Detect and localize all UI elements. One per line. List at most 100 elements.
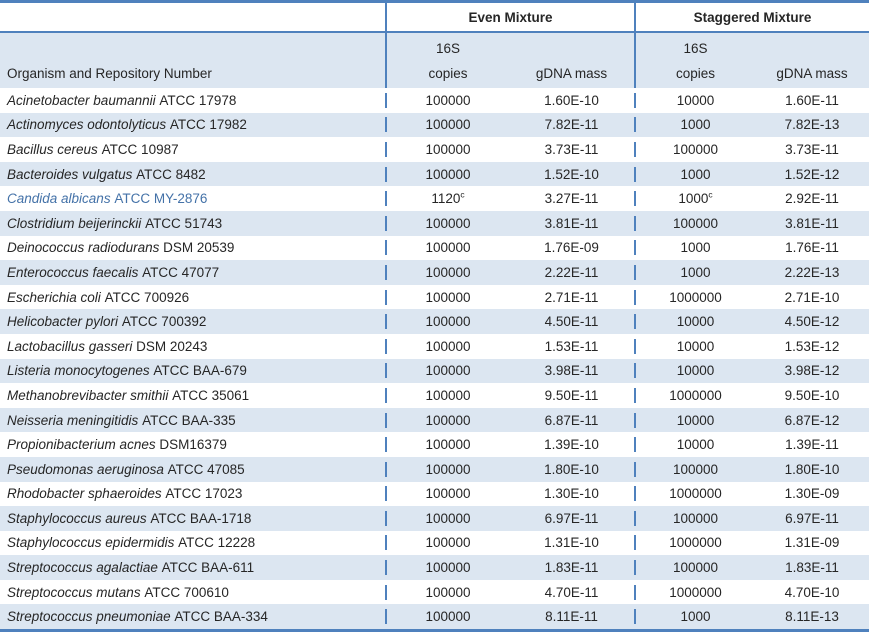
staggered-gdna-mass-value: 4.50E-12 — [784, 314, 840, 330]
staggered-gdna-mass-value: 2.22E-13 — [784, 264, 840, 280]
repository-number: ATCC 17978 — [159, 92, 237, 108]
staggered-16s-copies-value: 1000000 — [634, 289, 755, 305]
even-gdna-mass-value: 1.76E-09 — [544, 240, 599, 256]
staggered-gdna-mass-value: 7.82E-13 — [784, 117, 840, 133]
table-row: Escherichia coli ATCC 700926 100000 2.71E… — [0, 285, 869, 310]
table-row: Propionibacterium acnes DSM16379 100000 1… — [0, 432, 869, 457]
staggered-16s-copies-value: 1000 — [634, 609, 755, 625]
organism-species-name: Bacillus cereus — [7, 141, 98, 157]
staggered-16s-copies-value: 10000 — [634, 412, 755, 428]
repository-number: ATCC BAA-334 — [174, 609, 268, 625]
staggered-gdna-mass-value: 1.76E-11 — [785, 240, 839, 256]
organism-species-name: Helicobacter pylori — [7, 314, 119, 330]
even-16s-copies-value: 1120c — [385, 191, 509, 207]
organism-cell: Staphylococcus aureus ATCC BAA-1718 — [0, 511, 385, 526]
even-gdna-mass-value: 1.60E-10 — [544, 92, 599, 108]
staggered-16s-copies-value: 10000 — [634, 338, 755, 354]
staggered-gdna-mass-value: 1.60E-11 — [785, 92, 839, 108]
organism-cell: Staphylococcus epidermidis ATCC 12228 — [0, 535, 385, 550]
even-16s-copies-value: 100000 — [385, 289, 509, 305]
organism-cell: Escherichia coli ATCC 700926 — [0, 290, 385, 305]
table-row: Streptococcus agalactiae ATCC BAA-611 100… — [0, 555, 869, 580]
repository-number: ATCC 12228 — [178, 535, 256, 551]
organism-species-name: Neisseria meningitidis — [7, 412, 139, 428]
repository-number: ATCC 51743 — [145, 215, 223, 231]
even-gdna-mass-value: 1.31E-10 — [544, 535, 599, 551]
table-row: Bacteroides vulgatus ATCC 8482 100000 1.5… — [0, 161, 869, 187]
repository-number: ATCC BAA-1718 — [150, 510, 252, 526]
repository-number: ATCC BAA-335 — [142, 412, 236, 428]
organism-cell: Bacteroides vulgatus ATCC 8482 — [0, 167, 385, 182]
group-header-row: Even Mixture Staggered Mixture — [0, 3, 869, 33]
organism-column-header-label: Organism and Repository Number — [7, 66, 212, 81]
staggered-16s-copies-header: 16S copies — [634, 33, 755, 88]
organism-cell: Streptococcus agalactiae ATCC BAA-611 — [0, 560, 385, 575]
staggered-gdna-mass-value: 3.98E-12 — [784, 363, 840, 379]
even-16s-copies-value: 100000 — [385, 141, 509, 157]
table-row: Actinomyces odontolyticus ATCC 17982 1000… — [0, 112, 869, 138]
even-mixture-header: Even Mixture — [385, 3, 634, 31]
staggered-16s-copies-value: 100000 — [634, 215, 755, 231]
organism-species-name: Candida albicans — [7, 191, 111, 207]
staggered-gdna-mass-value: 1.52E-12 — [784, 166, 840, 182]
even-16s-copies-value: 100000 — [385, 264, 509, 280]
staggered-16s-copies-value: 1000000 — [634, 387, 755, 403]
table-row: Streptococcus pneumoniae ATCC BAA-334 100… — [0, 604, 869, 630]
staggered-gdna-mass-value: 9.50E-10 — [784, 387, 840, 403]
organism-species-name: Acinetobacter baumannii — [7, 92, 156, 108]
staggered-16s-copies-value: 10000 — [634, 314, 755, 330]
organism-cell: Clostridium beijerinckii ATCC 51743 — [0, 216, 385, 231]
staggered-16s-copies-value: 1000000 — [634, 535, 755, 551]
organism-cell: Actinomyces odontolyticus ATCC 17982 — [0, 117, 385, 132]
repository-number: ATCC BAA-611 — [161, 560, 255, 576]
staggered-16s-copies-value: 100000 — [634, 461, 755, 477]
staggered-gdna-mass-value: 1.30E-09 — [784, 486, 840, 502]
staggered-16s-copies-value: 100000 — [634, 141, 755, 157]
staggered-gdna-mass-value: 6.97E-11 — [785, 510, 839, 526]
even-16s-copies-value: 100000 — [385, 117, 509, 133]
organism-cell: Pseudomonas aeruginosa ATCC 47085 — [0, 462, 385, 477]
even-gdna-mass-value: 7.82E-11 — [544, 117, 599, 133]
table-row: Enterococcus faecalis ATCC 47077 100000 2… — [0, 260, 869, 285]
staggered-16s-copies-value: 100000 — [634, 510, 755, 526]
staggered-16s-header-line1: 16S — [683, 41, 708, 56]
organism-species-name: Pseudomonas aeruginosa — [7, 461, 164, 477]
even-16s-copies-value: 100000 — [385, 560, 509, 576]
table-row: Clostridium beijerinckii ATCC 51743 10000… — [0, 210, 869, 236]
staggered-gdna-mass-value: 3.81E-11 — [785, 215, 839, 231]
organism-cell: Acinetobacter baumannii ATCC 17978 — [0, 93, 385, 108]
repository-number: ATCC 10987 — [101, 141, 179, 157]
even-gdna-mass-value: 4.50E-11 — [544, 314, 599, 330]
organism-species-name: Actinomyces odontolyticus — [7, 117, 167, 133]
even-gdna-mass-value: 1.30E-10 — [544, 486, 599, 502]
staggered-16s-copies-value: 10000 — [634, 92, 755, 108]
organism-cell: Helicobacter pylori ATCC 700392 — [0, 314, 385, 329]
staggered-gdna-mass-value: 1.53E-12 — [784, 338, 840, 354]
table-row: Deinococcus radiodurans DSM 20539 100000 … — [0, 236, 869, 261]
even-16s-copies-value: 100000 — [385, 215, 509, 231]
even-gdna-mass-value: 8.11E-11 — [545, 609, 598, 625]
organism-species-name: Streptococcus pneumoniae — [7, 609, 171, 625]
organism-cell: Listeria monocytogenes ATCC BAA-679 — [0, 363, 385, 378]
even-gdna-mass-value: 3.27E-11 — [544, 191, 599, 207]
organism-species-name: Propionibacterium acnes — [7, 437, 156, 453]
column-header-row: Organism and Repository Number 16S copie… — [0, 33, 869, 88]
organism-species-name: Clostridium beijerinckii — [7, 215, 142, 231]
staggered-16s-copies-value: 1000000 — [634, 584, 755, 600]
table-row: Streptococcus mutans ATCC 700610 100000 4… — [0, 580, 869, 605]
group-header-spacer — [0, 3, 385, 31]
staggered-gdna-mass-value: 1.31E-09 — [784, 535, 840, 551]
even-16s-header-line1: 16S — [435, 41, 461, 56]
even-gdna-mass-value: 6.87E-11 — [544, 412, 599, 428]
repository-number: DSM 20539 — [163, 240, 235, 256]
table-row: Listeria monocytogenes ATCC BAA-679 10000… — [0, 358, 869, 384]
even-16s-copies-value: 100000 — [385, 609, 509, 625]
organism-species-name: Staphylococcus aureus — [7, 510, 147, 526]
even-gdna-mass-value: 1.52E-10 — [544, 166, 599, 182]
staggered-16s-header-line2: copies — [675, 66, 716, 81]
even-16s-copies-value: 100000 — [385, 92, 509, 108]
even-gdna-mass-value: 3.73E-11 — [544, 141, 599, 157]
staggered-16s-copies-value: 100000 — [634, 560, 755, 576]
even-16s-copies-value: 100000 — [385, 486, 509, 502]
organism-cell: Lactobacillus gasseri DSM 20243 — [0, 339, 385, 354]
